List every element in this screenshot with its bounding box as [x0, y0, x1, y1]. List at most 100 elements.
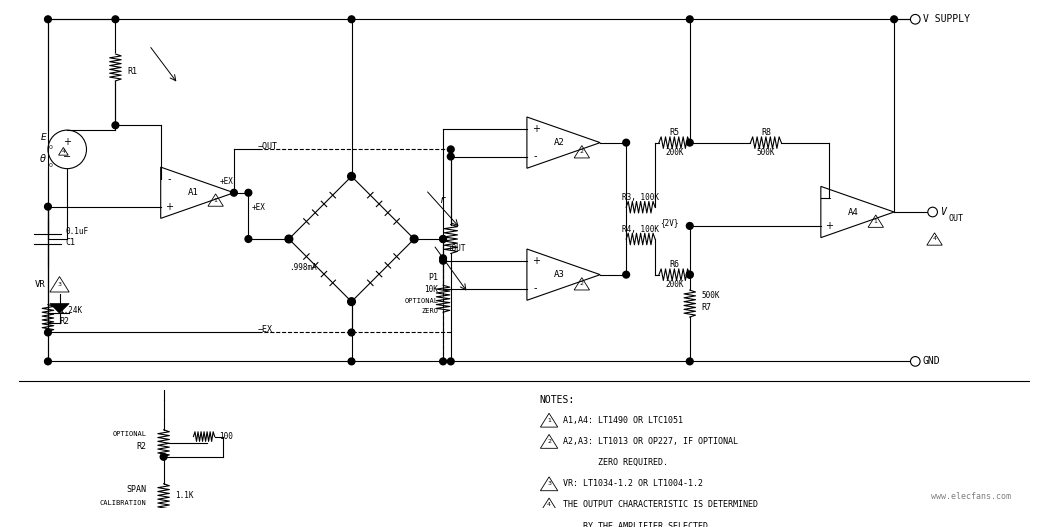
- Text: +: +: [826, 221, 834, 231]
- Text: 1: 1: [214, 198, 217, 202]
- Text: +: +: [63, 136, 71, 147]
- Circle shape: [245, 189, 252, 196]
- Circle shape: [348, 329, 355, 336]
- Text: {2V}: {2V}: [660, 218, 679, 227]
- Circle shape: [160, 453, 167, 460]
- Circle shape: [686, 271, 693, 278]
- Text: VR: LT1034-1.2 OR LT1004-1.2: VR: LT1034-1.2 OR LT1004-1.2: [562, 479, 703, 489]
- Circle shape: [686, 271, 693, 278]
- Text: .998mA: .998mA: [290, 264, 317, 272]
- Circle shape: [44, 16, 51, 23]
- Circle shape: [440, 255, 447, 261]
- Text: CALIBRATION: CALIBRATION: [100, 500, 146, 506]
- Circle shape: [911, 357, 920, 366]
- Text: R4, 100K: R4, 100K: [622, 225, 659, 234]
- Text: +: +: [532, 256, 539, 266]
- Text: +: +: [532, 124, 539, 134]
- Text: 0.1uF: 0.1uF: [65, 227, 88, 236]
- Circle shape: [448, 153, 454, 160]
- Text: A4: A4: [849, 208, 859, 217]
- Text: www.elecfans.com: www.elecfans.com: [930, 492, 1010, 501]
- Text: A1,A4: LT1490 OR LTC1051: A1,A4: LT1490 OR LTC1051: [562, 416, 683, 425]
- Text: GND: GND: [923, 356, 941, 366]
- Text: C1: C1: [65, 238, 76, 247]
- Text: 4: 4: [933, 237, 937, 241]
- Text: 3: 3: [548, 481, 551, 486]
- Circle shape: [686, 139, 693, 146]
- Circle shape: [448, 358, 454, 365]
- Text: E: E: [40, 133, 46, 142]
- Text: 1.1K: 1.1K: [175, 491, 194, 500]
- Text: A3: A3: [554, 270, 565, 279]
- Text: 200K: 200K: [665, 280, 684, 289]
- Text: +: +: [166, 202, 173, 212]
- Circle shape: [112, 122, 119, 129]
- Circle shape: [245, 236, 252, 242]
- Text: R8: R8: [761, 128, 771, 136]
- Text: −EX: −EX: [258, 325, 273, 335]
- Circle shape: [347, 172, 356, 180]
- Text: +OUT: +OUT: [448, 244, 467, 253]
- Text: 2: 2: [580, 281, 584, 286]
- Circle shape: [686, 222, 693, 229]
- Circle shape: [347, 298, 356, 306]
- Text: OPTIONAL: OPTIONAL: [404, 298, 438, 304]
- Circle shape: [440, 257, 447, 264]
- Circle shape: [348, 16, 355, 23]
- Circle shape: [440, 236, 447, 242]
- Text: 500K: 500K: [702, 291, 720, 300]
- Text: R2: R2: [60, 317, 69, 326]
- Text: R2: R2: [136, 442, 146, 451]
- Text: OPTIONAL: OPTIONAL: [112, 431, 146, 437]
- Text: R6: R6: [669, 260, 680, 269]
- Text: A1: A1: [188, 188, 199, 197]
- Circle shape: [112, 16, 119, 23]
- Text: BY THE AMPLIFIER SELECTED.: BY THE AMPLIFIER SELECTED.: [562, 522, 712, 527]
- Circle shape: [348, 358, 355, 365]
- Polygon shape: [50, 304, 69, 313]
- Text: R5: R5: [669, 128, 680, 136]
- Text: r: r: [441, 196, 446, 206]
- Circle shape: [410, 235, 418, 243]
- Text: V: V: [940, 207, 946, 217]
- Text: P1: P1: [428, 273, 438, 282]
- Text: OUT: OUT: [948, 214, 963, 223]
- Circle shape: [44, 358, 51, 365]
- Circle shape: [686, 16, 693, 23]
- Circle shape: [285, 235, 293, 243]
- Text: 1.24K: 1.24K: [60, 306, 83, 315]
- Circle shape: [623, 271, 629, 278]
- Text: THE OUTPUT CHARACTERISTIC IS DETERMINED: THE OUTPUT CHARACTERISTIC IS DETERMINED: [562, 501, 757, 510]
- Circle shape: [44, 203, 51, 210]
- Circle shape: [891, 16, 898, 23]
- Text: 2: 2: [548, 439, 551, 444]
- Text: R3, 100K: R3, 100K: [622, 193, 659, 202]
- Text: A2,A3: LT1013 OR OP227, IF OPTIONAL: A2,A3: LT1013 OR OP227, IF OPTIONAL: [562, 437, 737, 446]
- Circle shape: [927, 207, 938, 217]
- Text: NOTES:: NOTES:: [539, 395, 575, 405]
- Text: −OUT: −OUT: [258, 142, 278, 151]
- Text: 1: 1: [548, 418, 551, 423]
- Text: -: -: [534, 284, 537, 294]
- Text: R1: R1: [127, 67, 137, 76]
- Circle shape: [231, 189, 237, 196]
- Text: ZERO: ZERO: [422, 308, 438, 314]
- Text: θ: θ: [40, 154, 46, 164]
- Circle shape: [440, 236, 447, 242]
- Text: -: -: [534, 152, 537, 162]
- Text: +EX: +EX: [219, 178, 233, 187]
- Text: 100: 100: [219, 432, 233, 441]
- Text: 0: 0: [49, 144, 52, 150]
- Text: 500K: 500K: [756, 148, 775, 157]
- Circle shape: [440, 358, 447, 365]
- Text: 4: 4: [62, 149, 65, 154]
- Text: A2: A2: [554, 138, 565, 147]
- Text: 200K: 200K: [665, 148, 684, 157]
- Text: ZERO REQUIRED.: ZERO REQUIRED.: [562, 458, 667, 467]
- Text: R7: R7: [702, 303, 711, 312]
- Text: 10K: 10K: [425, 285, 438, 294]
- Text: -: -: [168, 174, 171, 184]
- Text: 1: 1: [874, 219, 878, 223]
- Text: 4: 4: [548, 502, 551, 508]
- Text: 2: 2: [580, 149, 584, 154]
